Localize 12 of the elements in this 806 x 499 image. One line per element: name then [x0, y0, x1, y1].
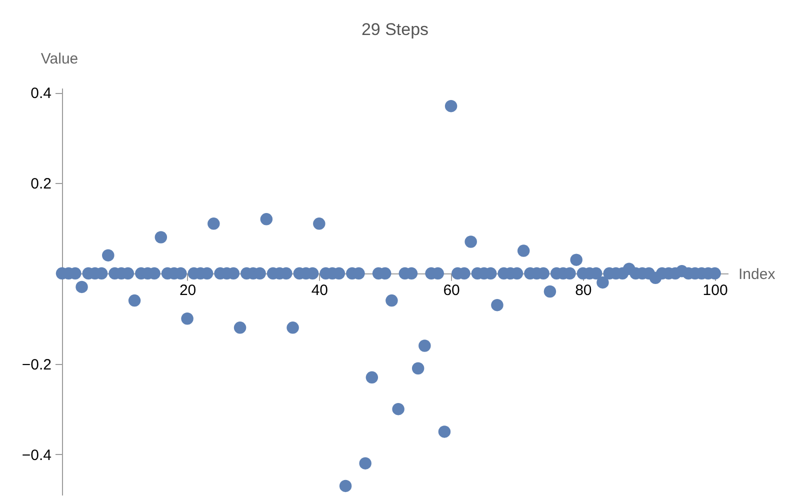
chart-title: 29 Steps	[361, 20, 429, 39]
y-tick-label: −0.2	[22, 356, 52, 374]
x-tick-label: 20	[179, 282, 196, 299]
x-axis-title: Index	[738, 266, 776, 283]
y-tick-label: 0.2	[30, 175, 52, 192]
y-axis-title: Value	[40, 50, 78, 68]
x-tick-label: 100	[702, 282, 728, 299]
y-tick-label: 0.4	[30, 85, 52, 102]
x-tick-label: 80	[575, 282, 592, 299]
x-tick-label: 60	[443, 282, 460, 299]
x-tick-label: 40	[311, 282, 328, 299]
y-tick-label: −0.4	[22, 446, 52, 464]
